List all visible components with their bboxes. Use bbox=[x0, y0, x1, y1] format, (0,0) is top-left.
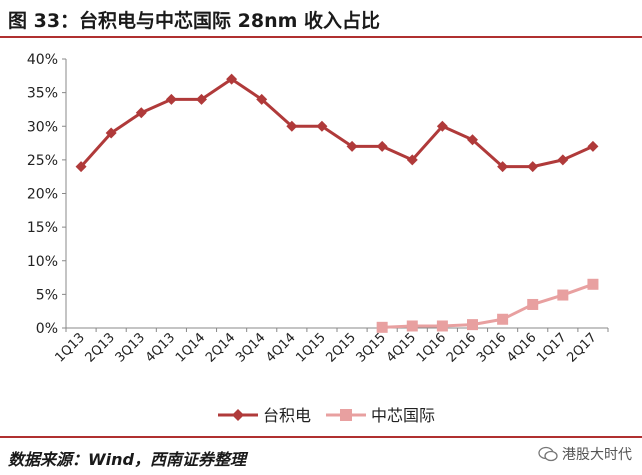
legend-label: 台积电 bbox=[263, 406, 311, 425]
x-tick-label: 4Q16 bbox=[504, 330, 539, 365]
legend-marker-diamond bbox=[232, 409, 244, 421]
watermark: 港股大时代 bbox=[538, 444, 632, 464]
x-tick-label: 2Q14 bbox=[203, 330, 238, 365]
data-point-square bbox=[527, 298, 539, 310]
legend-label: 中芯国际 bbox=[371, 406, 435, 425]
legend-marker-square bbox=[340, 409, 352, 421]
x-tick-label: 3Q13 bbox=[113, 330, 148, 365]
data-point-diamond bbox=[557, 154, 569, 166]
data-point-diamond bbox=[587, 140, 599, 152]
x-tick-label: 1Q17 bbox=[534, 330, 569, 365]
data-point-diamond bbox=[105, 127, 117, 139]
data-point-diamond bbox=[376, 140, 388, 152]
line-chart: 0%5%10%15%20%25%30%35%40%1Q132Q133Q134Q1… bbox=[27, 52, 609, 425]
y-tick-label: 5% bbox=[36, 287, 58, 303]
y-tick-label: 35% bbox=[27, 86, 58, 102]
data-point-diamond bbox=[75, 161, 87, 173]
y-tick-label: 25% bbox=[27, 153, 58, 169]
watermark-text: 港股大时代 bbox=[562, 447, 632, 463]
x-tick-label: 2Q13 bbox=[83, 330, 118, 365]
data-point-diamond bbox=[256, 93, 268, 105]
data-point-diamond bbox=[316, 120, 328, 132]
x-tick-label: 1Q16 bbox=[414, 330, 449, 365]
y-tick-label: 30% bbox=[27, 119, 58, 135]
y-tick-label: 0% bbox=[36, 321, 58, 337]
x-tick-label: 2Q17 bbox=[564, 330, 599, 365]
data-point-square bbox=[497, 313, 509, 325]
data-point-diamond bbox=[226, 73, 238, 85]
x-tick-label: 2Q15 bbox=[323, 330, 358, 365]
x-tick-label: 4Q15 bbox=[384, 330, 419, 365]
y-tick-label: 10% bbox=[27, 254, 58, 270]
source-note: 数据来源：Wind，西南证券整理 bbox=[8, 450, 246, 469]
x-tick-label: 1Q15 bbox=[293, 330, 328, 365]
x-tick-label: 3Q15 bbox=[354, 330, 389, 365]
data-point-square bbox=[436, 320, 448, 332]
data-point-square bbox=[376, 321, 388, 333]
data-point-diamond bbox=[196, 93, 207, 105]
title-bar: 图 33：台积电与中芯国际 28nm 收入占比 bbox=[0, 0, 642, 38]
data-point-diamond bbox=[286, 120, 298, 132]
series-line-1 bbox=[79, 77, 594, 169]
x-tick-label: 2Q16 bbox=[444, 330, 479, 365]
data-point-diamond bbox=[436, 120, 448, 132]
y-tick-label: 15% bbox=[27, 220, 58, 236]
x-tick-label: 3Q14 bbox=[233, 330, 268, 365]
data-point-diamond bbox=[527, 161, 539, 173]
data-point-diamond bbox=[346, 140, 358, 152]
data-point-diamond bbox=[406, 154, 418, 166]
figure-title: 图 33：台积电与中芯国际 28nm 收入占比 bbox=[8, 10, 381, 32]
data-point-diamond bbox=[467, 134, 478, 146]
data-point-square bbox=[406, 320, 418, 332]
y-tick-label: 40% bbox=[27, 52, 58, 68]
data-point-square bbox=[557, 289, 569, 301]
data-point-square bbox=[587, 278, 599, 290]
x-tick-label: 3Q16 bbox=[474, 330, 509, 365]
wechat-icon bbox=[538, 446, 558, 462]
x-tick-label: 4Q14 bbox=[263, 330, 298, 365]
x-tick-label: 4Q13 bbox=[143, 330, 178, 365]
data-point-diamond bbox=[135, 107, 147, 119]
footer: 数据来源：Wind，西南证券整理 港股大时代 bbox=[0, 436, 642, 475]
data-point-diamond bbox=[165, 93, 177, 105]
y-tick-label: 20% bbox=[27, 187, 58, 203]
data-point-diamond bbox=[497, 161, 509, 173]
x-tick-label: 1Q14 bbox=[173, 330, 208, 365]
data-point-square bbox=[467, 319, 478, 331]
